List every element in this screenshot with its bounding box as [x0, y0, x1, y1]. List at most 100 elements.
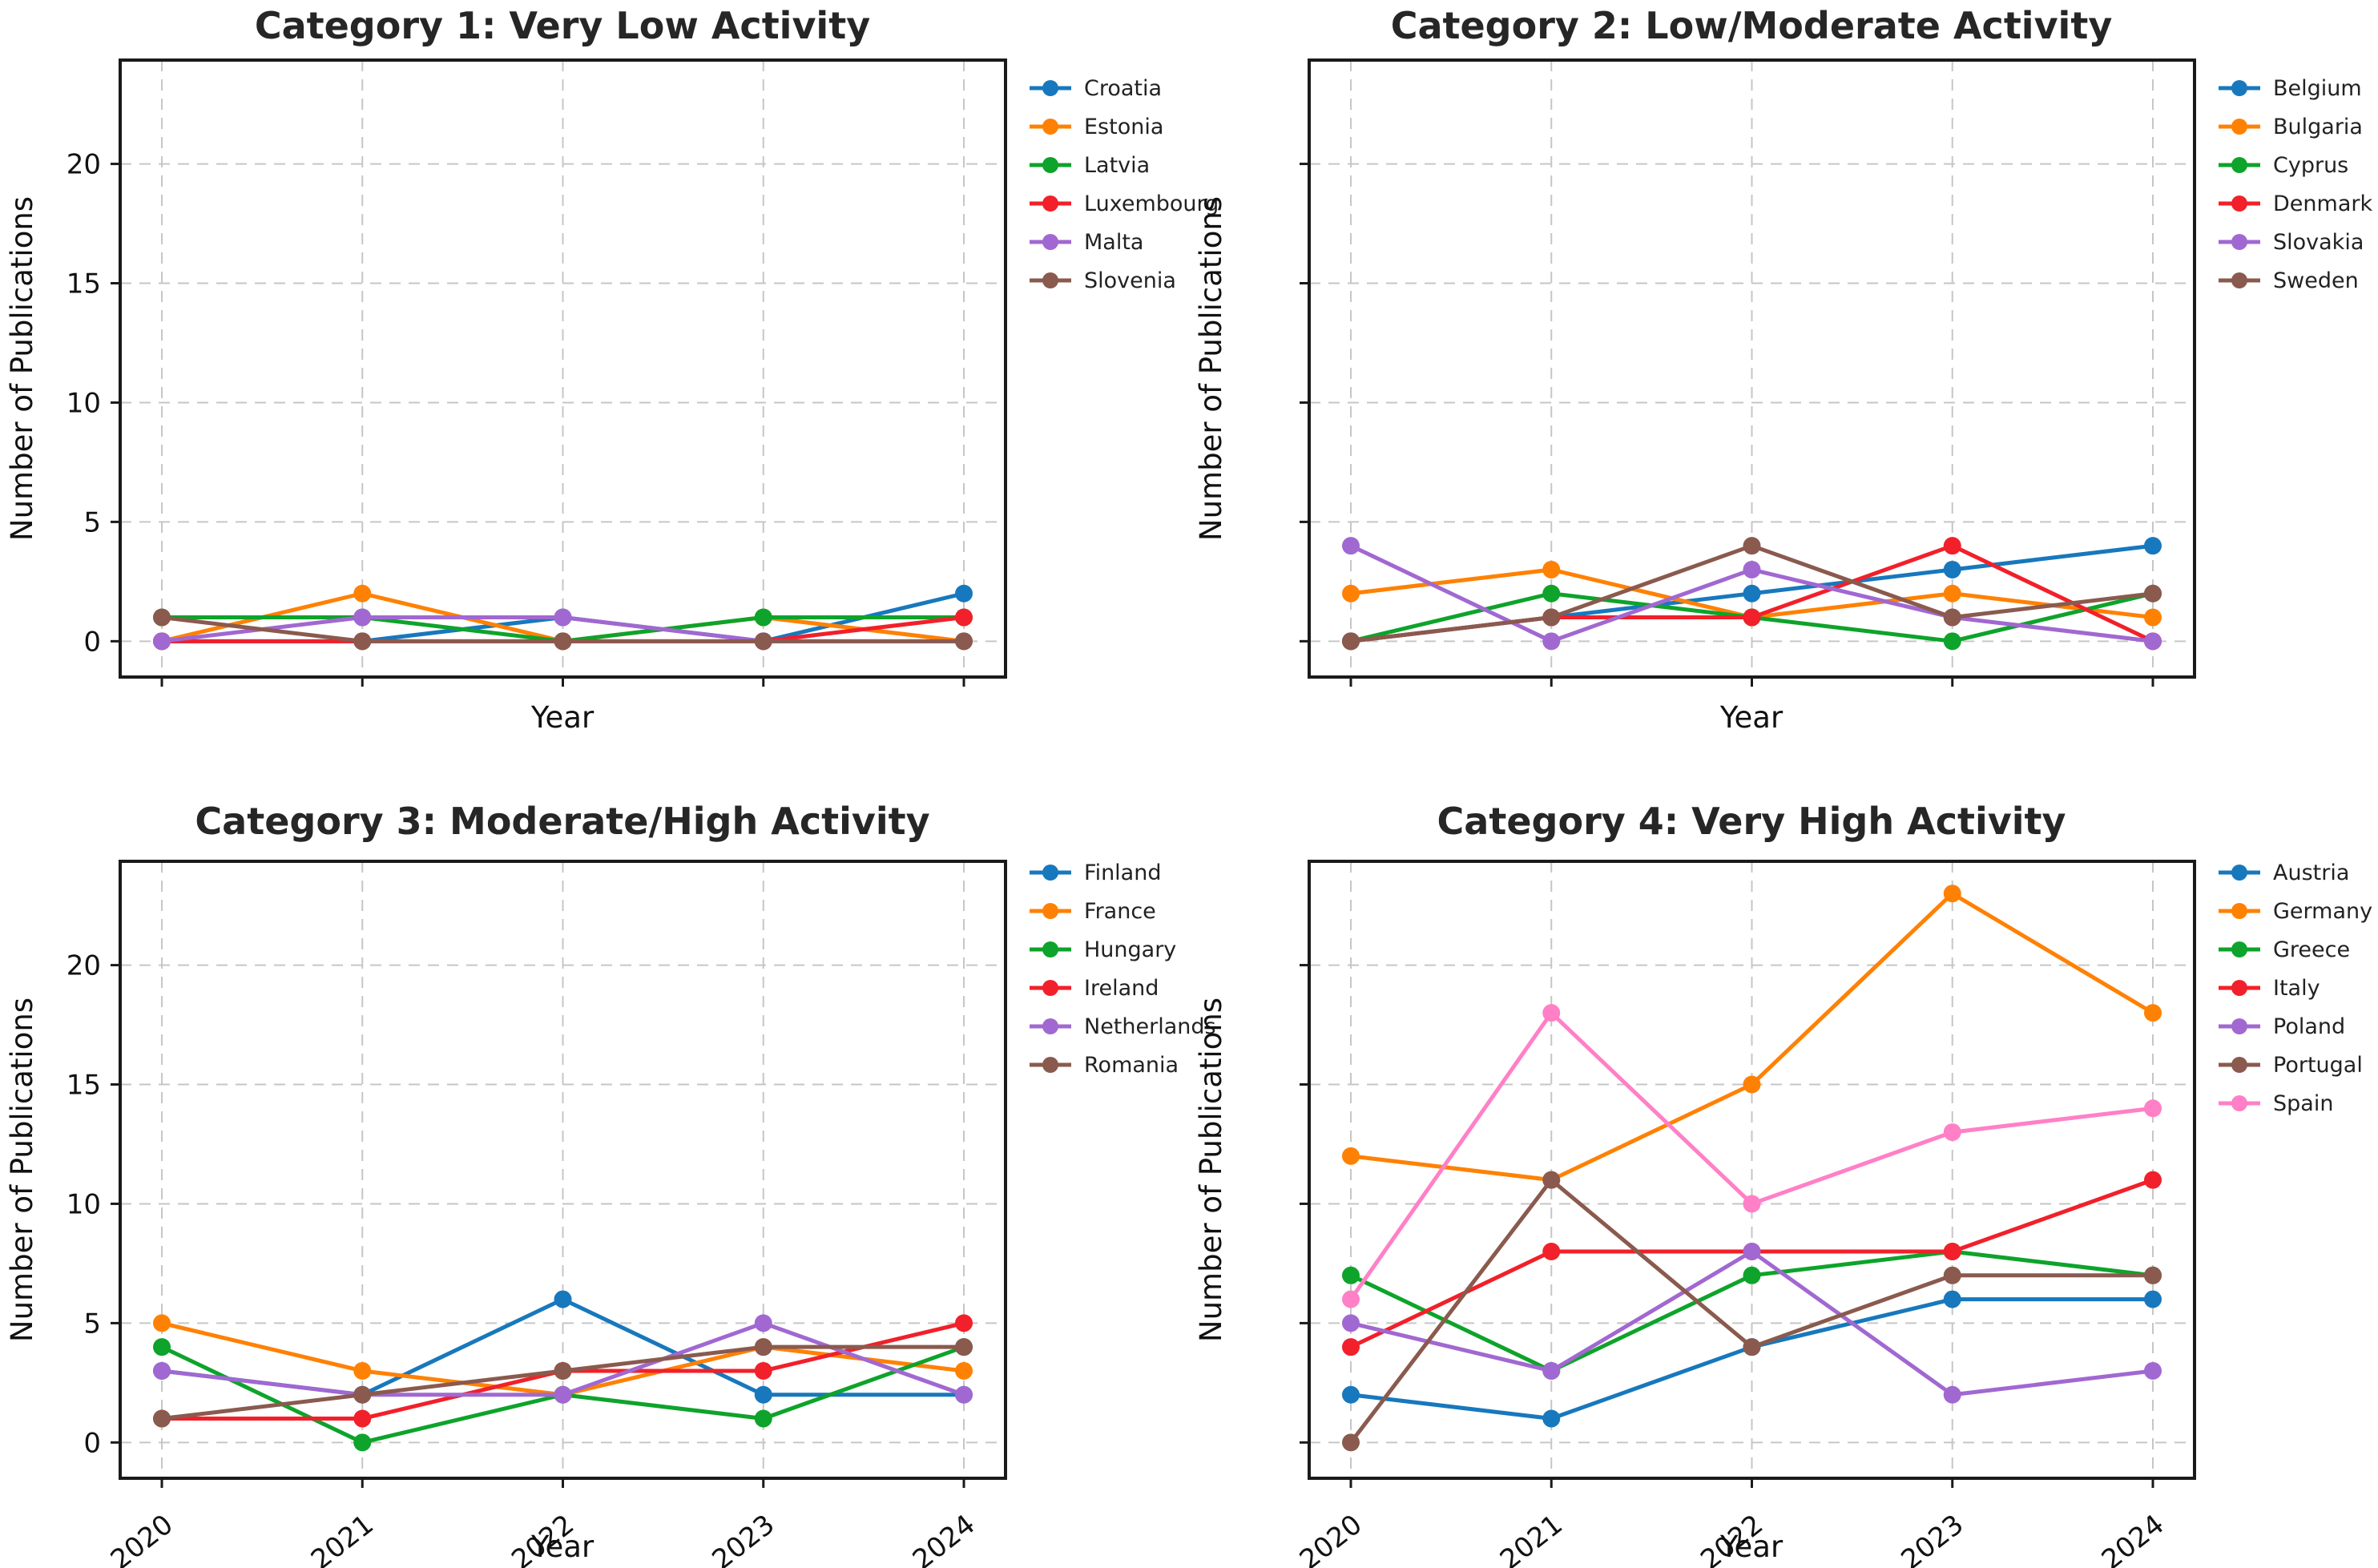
- chart-title: Category 2: Low/Moderate Activity: [1391, 4, 2113, 47]
- series-marker-poland: [1943, 1385, 1961, 1404]
- legend-marker: [2231, 1018, 2247, 1034]
- series-marker-bulgaria: [1943, 584, 1961, 603]
- legend-marker: [1042, 1057, 1058, 1073]
- series-marker-spain: [2144, 1099, 2162, 1118]
- legend-item: Latvia: [1030, 153, 1150, 178]
- series-marker-ireland: [353, 1409, 372, 1428]
- chart-category-2-low-moderate-activity: Category 2: Low/Moderate Activity Number…: [1194, 4, 2372, 735]
- legend-marker: [2231, 157, 2247, 173]
- legend-item: Hungary: [1030, 937, 1176, 962]
- series-marker-slovakia: [1542, 632, 1561, 651]
- series-marker-greece: [1743, 1266, 1761, 1284]
- series-marker-poland: [2144, 1361, 2162, 1380]
- series-marker-denmark: [1943, 537, 1961, 555]
- series-marker-spain: [1542, 1004, 1561, 1022]
- legend-marker: [1042, 980, 1058, 996]
- series-marker-greece: [1342, 1266, 1360, 1284]
- series-marker-bulgaria: [2144, 608, 2162, 627]
- legend-marker: [1042, 941, 1058, 957]
- series-marker-sweden: [1342, 632, 1360, 651]
- legend-label: Estonia: [1084, 115, 1163, 139]
- legend-label: Croatia: [1084, 76, 1162, 101]
- legend-label: Sweden: [2273, 268, 2359, 293]
- y-axis-label: Number of Publications: [5, 196, 39, 541]
- legend-item: Poland: [2219, 1014, 2345, 1039]
- legend-label: Bulgaria: [2273, 115, 2363, 139]
- x-tick-label: 2020: [105, 1509, 179, 1568]
- plot-area: 0 5 10 15 20: [67, 58, 1007, 687]
- series-marker-portugal: [1542, 1171, 1561, 1189]
- series-marker-latvia: [754, 608, 772, 627]
- series-marker-sweden: [1542, 608, 1561, 627]
- legend-label: Slovenia: [1084, 268, 1176, 293]
- series-marker-netherlands: [754, 1314, 772, 1332]
- series-marker-spain: [1943, 1123, 1961, 1142]
- legend-label: Portugal: [2273, 1053, 2363, 1078]
- series-marker-italy: [1342, 1338, 1360, 1356]
- series-marker-austria: [1542, 1409, 1561, 1428]
- y-tick-label: 5: [83, 1308, 101, 1340]
- legend-item: Slovakia: [2219, 230, 2364, 255]
- series-marker-germany: [2144, 1004, 2162, 1022]
- legend-label: Ireland: [1084, 976, 1159, 1001]
- plot-area: 2020 2021 2022 2023 2024: [1294, 860, 2196, 1568]
- chart-title: Category 1: Very Low Activity: [255, 4, 870, 47]
- axes-spines: [1308, 58, 2196, 679]
- legend-marker: [1042, 272, 1058, 288]
- legend-item: Austria: [2219, 861, 2349, 885]
- x-tick-label: 2024: [907, 1509, 981, 1568]
- series-marker-sweden: [1943, 608, 1961, 627]
- series-marker-austria: [1943, 1290, 1961, 1308]
- series-marker-romania: [353, 1385, 372, 1404]
- legend-marker: [1042, 119, 1058, 135]
- legend-marker: [1042, 195, 1058, 212]
- y-tick-label: 15: [67, 268, 101, 300]
- series-marker-slovenia: [554, 632, 572, 651]
- legend-item: Italy: [2219, 976, 2320, 1001]
- legend-item: France: [1030, 899, 1156, 924]
- legend-marker: [1042, 1018, 1058, 1034]
- series-marker-italy: [2144, 1171, 2162, 1189]
- legend-label: Italy: [2273, 976, 2320, 1001]
- y-tick-label: 10: [67, 1188, 101, 1220]
- legend-marker: [1042, 80, 1058, 96]
- series-marker-malta: [153, 632, 171, 651]
- x-axis-label: Year: [1719, 1530, 1784, 1564]
- series-marker-slovakia: [1743, 560, 1761, 578]
- series-marker-sweden: [2144, 584, 2162, 603]
- series-marker-slovenia: [353, 632, 372, 651]
- legend-item: Malta: [1030, 230, 1143, 255]
- x-tick-label: 2020: [1294, 1509, 1368, 1568]
- axes-spines: [119, 860, 1007, 1480]
- legend-marker: [1042, 865, 1058, 881]
- series-marker-france: [955, 1361, 973, 1380]
- series-marker-portugal: [1943, 1266, 1961, 1284]
- series-marker-finland: [554, 1290, 572, 1308]
- series-marker-malta: [353, 608, 372, 627]
- y-tick-label: 20: [67, 149, 101, 181]
- legend-item: Denmark: [2219, 191, 2372, 216]
- legend-item: Cyprus: [2219, 153, 2348, 178]
- series-marker-slovenia: [754, 632, 772, 651]
- legend-marker: [2231, 195, 2247, 212]
- legend-label: Finland: [1084, 861, 1161, 885]
- x-axis-label: Year: [530, 700, 594, 735]
- y-tick-label: 0: [83, 1427, 101, 1459]
- y-tick-label: 20: [67, 950, 101, 982]
- legend-item: Luxembourg: [1030, 191, 1219, 216]
- legend-item: Bulgaria: [2219, 115, 2363, 139]
- series-marker-denmark: [1743, 608, 1761, 627]
- series-marker-italy: [1542, 1243, 1561, 1261]
- series-marker-romania: [754, 1338, 772, 1356]
- legend-item: Ireland: [1030, 976, 1159, 1001]
- legend-marker: [2231, 1057, 2247, 1073]
- series-marker-ireland: [955, 1314, 973, 1332]
- series-marker-france: [353, 1361, 372, 1380]
- y-tick-label: 10: [67, 387, 101, 419]
- legend-label: France: [1084, 899, 1156, 924]
- x-tick-label: 2021: [1494, 1509, 1569, 1568]
- axes-spines: [119, 58, 1007, 679]
- series-marker-malta: [554, 608, 572, 627]
- series-marker-romania: [955, 1338, 973, 1356]
- axes-spines: [1308, 860, 2196, 1480]
